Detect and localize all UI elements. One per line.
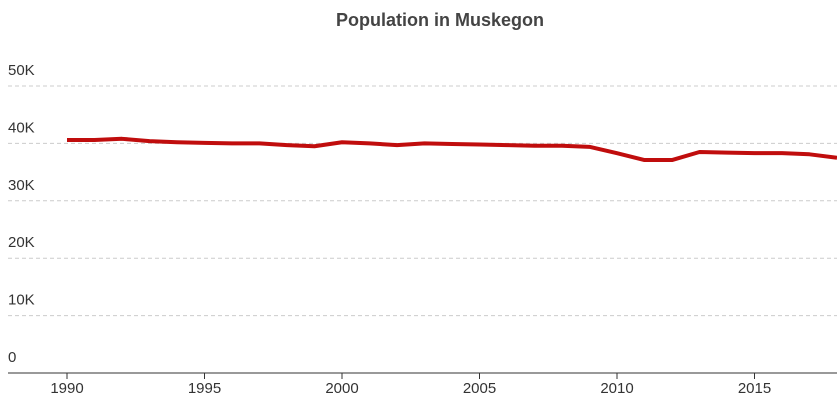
x-tick-label: 2000 xyxy=(325,380,358,397)
x-tick-label: 2010 xyxy=(600,380,633,397)
y-tick-label: 30K xyxy=(8,177,35,194)
x-tick-label: 1995 xyxy=(188,380,221,397)
x-tick-label: 2005 xyxy=(463,380,496,397)
x-tick-label: 1990 xyxy=(50,380,83,397)
y-tick-label: 0 xyxy=(8,349,16,366)
x-tick-label: 2015 xyxy=(738,380,771,397)
y-tick-label: 50K xyxy=(8,62,35,79)
y-tick-label: 10K xyxy=(8,292,35,309)
data-line xyxy=(67,136,837,163)
y-tick-label: 40K xyxy=(8,119,35,136)
chart-title: Population in Muskegon xyxy=(336,10,544,30)
y-tick-label: 20K xyxy=(8,234,35,251)
